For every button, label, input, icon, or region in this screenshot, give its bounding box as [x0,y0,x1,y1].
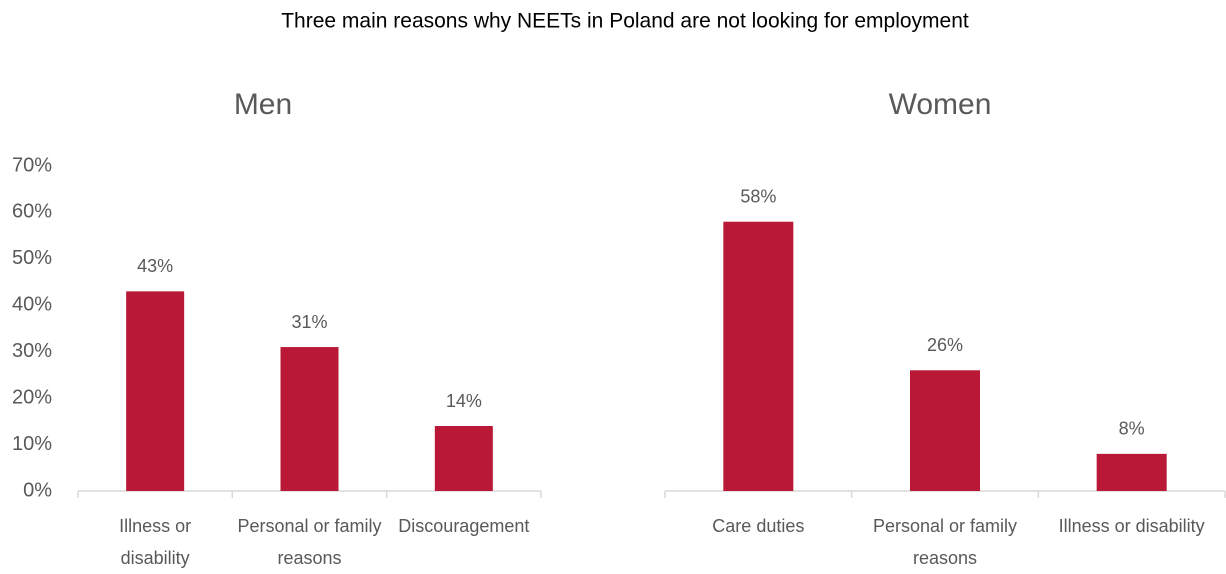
bar [723,221,794,491]
value-label: 31% [291,312,327,332]
y-tick-label: 10% [12,433,52,455]
y-tick-label: 60% [12,201,52,223]
x-tick-label: Illness or disability [1058,516,1205,536]
bar [434,426,493,491]
x-tick-label: Personal or family reasons [237,516,382,568]
bar [126,291,185,491]
chart-title: Three main reasons why NEETs in Poland a… [281,10,969,33]
y-tick-label: 20% [12,386,52,408]
x-tick-label: Discouragement [398,516,530,536]
value-label: 43% [137,256,173,276]
panel-title: Women [889,88,992,121]
y-tick-label: 0% [23,479,52,501]
y-tick-label: 30% [12,340,52,362]
bar [1096,453,1167,491]
bar [910,370,980,491]
x-tick-label: Care duties [712,516,805,536]
bar [280,347,339,491]
value-label: 58% [740,186,776,206]
x-tick-label: Illness or disability [119,516,192,568]
x-tick-label: Personal or family reasons [872,516,1018,568]
panel-title: Men [234,88,292,121]
value-label: 14% [446,391,482,411]
y-tick-label: 50% [12,247,52,269]
value-label: 8% [1119,419,1145,439]
value-label: 26% [927,335,963,355]
y-tick-label: 70% [12,154,52,176]
y-tick-label: 40% [12,294,52,316]
